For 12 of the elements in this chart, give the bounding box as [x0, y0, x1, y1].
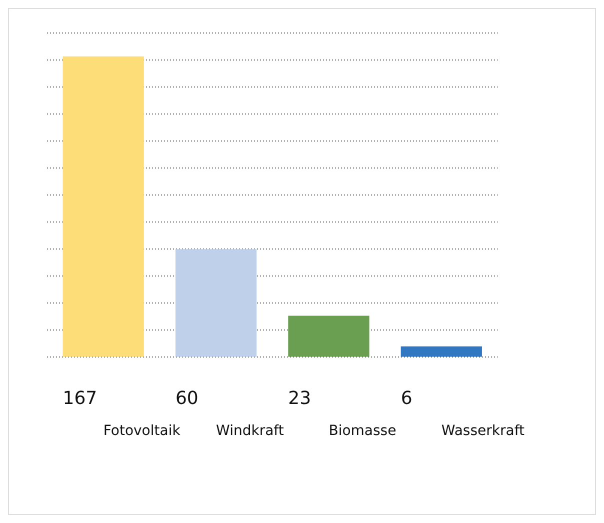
x-tick-label: Windkraft	[216, 423, 284, 440]
x-tick-label: Wasserkraft	[441, 423, 526, 440]
bar	[62, 56, 144, 357]
bar	[288, 316, 370, 357]
bar	[400, 346, 482, 357]
data-label: 167	[62, 388, 98, 409]
x-tick-label: Fotovoltaik	[103, 423, 182, 440]
x-tick-label: Biomasse	[328, 423, 396, 440]
bar	[175, 249, 257, 357]
data-label: 6	[400, 388, 412, 409]
data-label: 23	[288, 388, 312, 409]
data-label: 60	[175, 388, 198, 409]
